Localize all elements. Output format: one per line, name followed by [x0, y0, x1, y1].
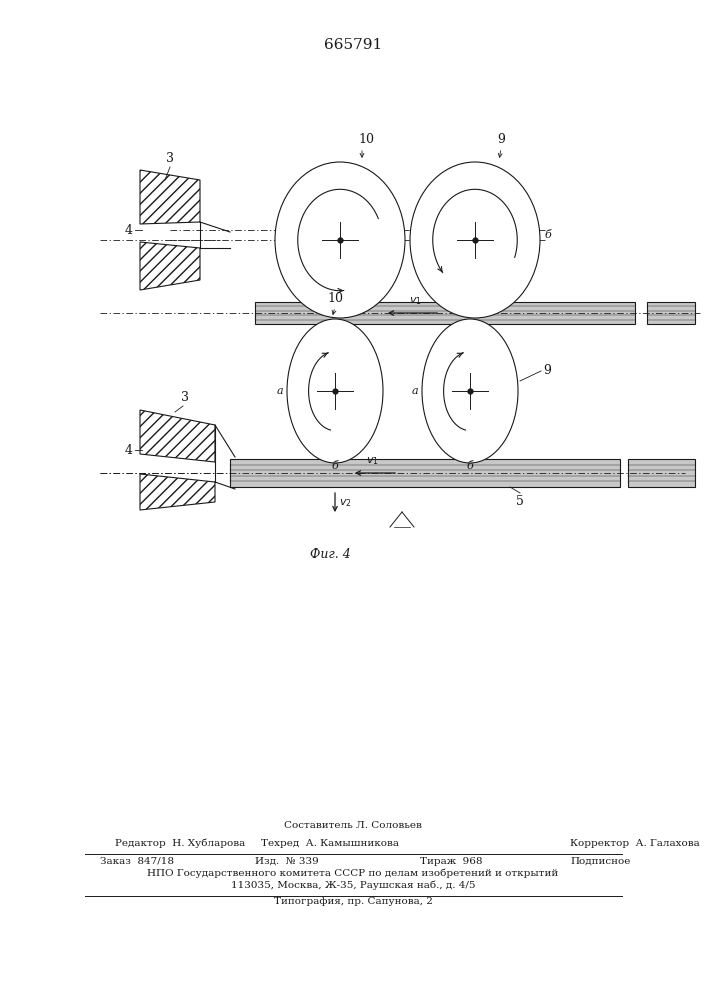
Text: 9: 9 [543, 364, 551, 377]
Text: 5: 5 [516, 495, 524, 508]
Text: Техред  А. Камышникова: Техред А. Камышникова [261, 839, 399, 848]
Text: а: а [411, 386, 418, 396]
Text: $v_1$: $v_1$ [409, 295, 421, 307]
Text: Фиг. 4: Фиг. 4 [310, 548, 351, 562]
Text: Подписное: Подписное [570, 857, 631, 866]
Text: Фиг. 3: Фиг. 3 [310, 338, 351, 352]
Text: 4: 4 [125, 224, 133, 236]
Text: Составитель Л. Соловьев: Составитель Л. Соловьев [284, 821, 422, 830]
Text: Тираж  968: Тираж 968 [420, 857, 482, 866]
Text: 10: 10 [327, 292, 343, 305]
Bar [230, 459, 620, 487]
Text: 3: 3 [166, 152, 174, 165]
Polygon shape [140, 242, 200, 290]
Polygon shape [140, 410, 215, 462]
Text: б: б [544, 230, 551, 240]
Text: НПО Государственного комитета СССР по делам изобретений и открытий: НПО Государственного комитета СССР по де… [147, 868, 559, 878]
Ellipse shape [287, 319, 383, 463]
Ellipse shape [422, 319, 518, 463]
Text: а: а [469, 323, 477, 333]
Bar [255, 302, 635, 324]
Bar [647, 302, 695, 324]
Text: 4: 4 [125, 444, 133, 456]
Ellipse shape [275, 162, 405, 318]
Text: а: а [334, 323, 341, 333]
Polygon shape [140, 170, 200, 224]
Text: Редактор  Н. Хубларова: Редактор Н. Хубларова [115, 838, 245, 848]
Text: 9: 9 [497, 133, 505, 146]
Text: б: б [332, 461, 339, 471]
Text: $v_2$: $v_2$ [339, 497, 351, 509]
Text: Изд.  № 339: Изд. № 339 [255, 857, 319, 866]
Text: б: б [467, 461, 474, 471]
Ellipse shape [410, 162, 540, 318]
Text: б: б [409, 230, 416, 240]
Text: 665791: 665791 [324, 38, 382, 52]
Polygon shape [140, 474, 215, 510]
Text: 113035, Москва, Ж-35, Раушская наб., д. 4/5: 113035, Москва, Ж-35, Раушская наб., д. … [230, 880, 475, 890]
Bar [628, 459, 695, 487]
Text: а: а [276, 386, 283, 396]
Text: 10: 10 [358, 133, 374, 146]
Text: 5: 5 [491, 334, 499, 347]
Text: Заказ  847/18: Заказ 847/18 [100, 857, 174, 866]
Text: $v_1$: $v_1$ [366, 455, 378, 467]
Text: Корректор  А. Галахова: Корректор А. Галахова [570, 839, 700, 848]
Text: 3: 3 [181, 391, 189, 404]
Text: Типография, пр. Сапунова, 2: Типография, пр. Сапунова, 2 [274, 897, 433, 906]
